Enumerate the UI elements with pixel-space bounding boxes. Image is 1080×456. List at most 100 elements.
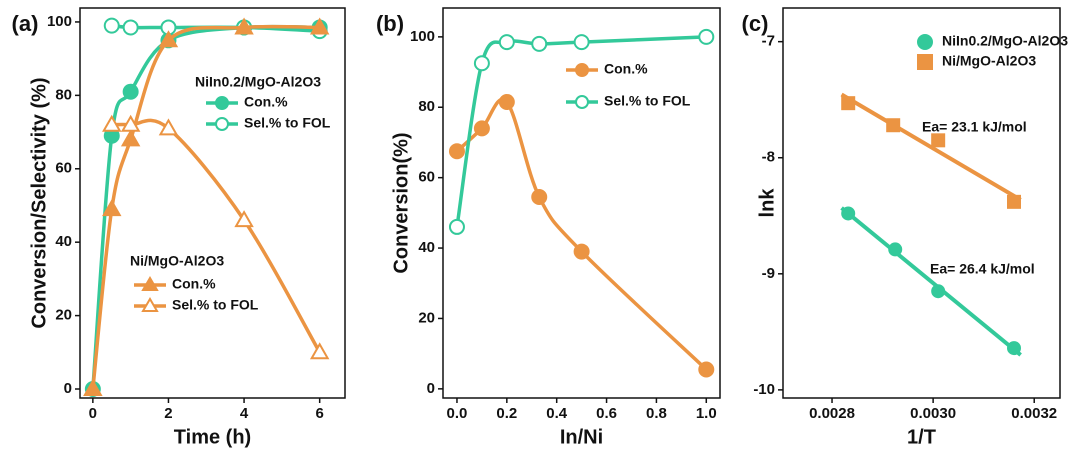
x-tick-label: 1.0 [696,405,717,422]
marker [886,118,901,133]
marker [120,114,141,132]
marker [931,284,946,299]
legend-label: Con.% [244,94,288,110]
y-tick-label: 80 [55,86,72,103]
y-tick-label: 0 [427,380,435,397]
y-tick-label: 40 [55,233,72,250]
marker [498,93,515,110]
legend-label: Sel.% to FOL [172,297,259,313]
legend-title: NiIn0.2/MgO-Al2O3 [195,74,321,90]
y-tick-label: 20 [418,309,435,326]
x-tick-label: 0.0032 [1011,405,1057,422]
marker [841,96,856,111]
marker [573,243,590,260]
legend-marker [141,297,159,312]
panel-label: (b) [376,11,404,36]
annotation: Ea= 26.4 kJ/mol [930,261,1035,277]
x-axis-title: 1/T [907,426,936,448]
x-tick-label: 0.2 [496,405,517,422]
legend-marker [917,54,933,70]
y-tick-label: -9 [762,265,775,282]
legend-marker [917,34,933,50]
y-tick-label: -10 [753,381,775,398]
marker [448,218,465,235]
y-tick-label: 40 [418,239,435,256]
y-tick-label: 0 [64,380,72,397]
marker [103,17,120,34]
marker [573,34,590,51]
marker [448,143,465,160]
x-tick-label: 0.4 [546,405,568,422]
legend-title: Ni/MgO-Al2O3 [130,253,224,269]
x-tick-label: 0.0 [447,405,468,422]
y-axis-title: lnk [756,188,778,218]
x-tick-label: 6 [316,405,324,422]
x-tick-label: 0.8 [646,405,667,422]
y-tick-label: 60 [55,160,72,177]
x-axis-title: Time (h) [174,426,251,448]
marker [83,378,103,397]
plot-frame [782,7,1061,399]
marker [531,189,548,206]
marker [1007,194,1022,209]
legend-marker [141,276,159,291]
y-tick-label: -8 [762,149,775,166]
fit-line [840,92,1022,202]
legend-label: Sel.% to FOL [604,93,691,109]
y-axis-title: Conversion(%) [390,132,412,273]
x-tick-label: 0 [89,405,97,422]
legend-marker [575,95,589,109]
marker [122,83,139,100]
series-line [111,118,322,354]
y-tick-label: 100 [410,28,435,45]
legend-marker [575,63,589,77]
y-tick-label: 80 [418,98,435,115]
marker [473,55,490,72]
marker [888,242,903,257]
marker [698,361,715,378]
legend-label: Sel.% to FOL [244,115,331,131]
marker [234,210,254,228]
x-axis-title: In/Ni [560,426,603,448]
marker [309,342,330,360]
y-tick-label: 100 [47,13,72,30]
annotation: Ea= 23.1 kJ/mol [922,119,1027,135]
marker [120,129,141,147]
x-tick-label: 0.0028 [809,405,855,422]
legend-marker [215,117,229,131]
marker [234,17,254,35]
marker [158,30,179,48]
y-tick-label: 60 [418,169,435,186]
plot-frame [442,7,721,399]
panel-label: (c) [742,11,769,36]
marker [931,133,946,148]
marker [473,120,490,137]
x-tick-label: 4 [240,405,249,422]
legend-label: Ni/MgO-Al2O3 [942,53,1036,69]
marker [102,199,122,217]
legend-label: Con.% [604,61,648,77]
legend-marker [215,96,229,110]
marker [531,35,548,52]
marker [1007,341,1022,356]
series-line [455,35,707,228]
y-axis-title: Conversion/Selectivity (%) [28,77,50,328]
plot-frame [79,7,346,399]
marker [698,28,715,45]
series-line [455,97,708,371]
legend-label: Con.% [172,276,216,292]
marker [122,19,139,36]
y-tick-label: 20 [55,307,72,324]
marker [102,114,122,132]
panel-label: (a) [12,11,39,36]
x-tick-label: 0.6 [596,405,617,422]
y-tick-label: -7 [762,33,775,50]
x-tick-label: 0.0030 [910,405,956,422]
marker [498,34,515,51]
fit-line [840,206,1022,357]
marker [841,206,856,221]
marker [158,118,179,136]
x-tick-label: 2 [164,405,172,422]
